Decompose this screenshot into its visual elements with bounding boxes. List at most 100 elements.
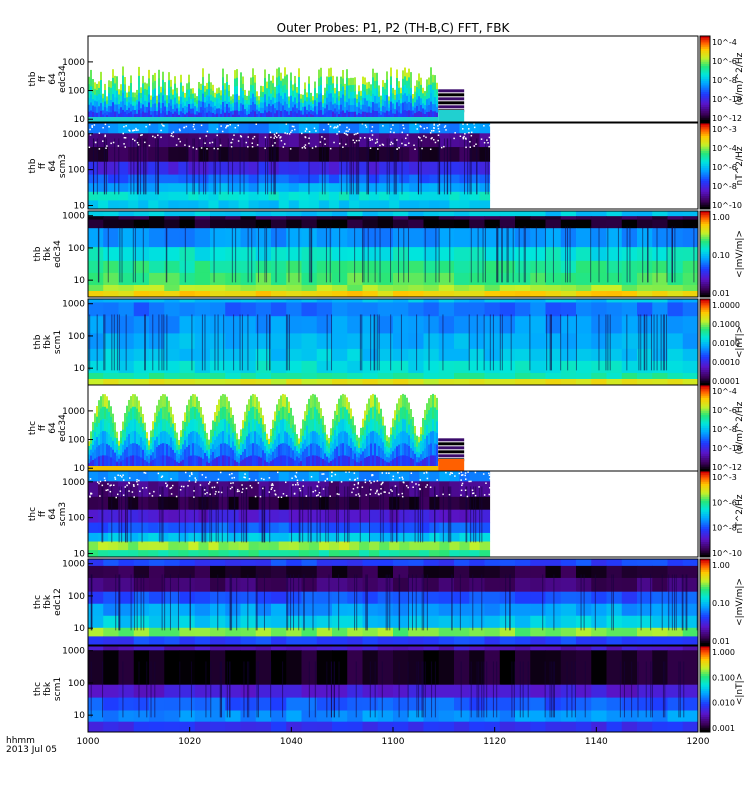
spectrum-cell	[179, 603, 196, 617]
spectrum-cell	[138, 509, 149, 524]
striation	[510, 314, 512, 371]
spectrum-cell	[176, 97, 178, 104]
spectrum-cell	[404, 109, 406, 119]
noise-dot	[348, 128, 351, 131]
spectrum-cell	[284, 75, 286, 85]
spectrum-cell	[248, 421, 250, 434]
noise-dot	[376, 141, 378, 143]
spectrum-cell	[98, 174, 109, 184]
noise-dot	[377, 148, 379, 150]
spectrum-cell	[234, 94, 236, 103]
spectrum-cell	[286, 216, 302, 221]
spectrum-cell	[218, 532, 230, 543]
spectrum-cell	[156, 114, 158, 119]
spectrum-cell	[228, 112, 230, 119]
spectrum-cell	[298, 109, 300, 119]
spectrum-cell	[180, 454, 182, 462]
spectrum-cell	[418, 451, 420, 458]
spectrum-cell	[142, 110, 144, 119]
spectrum-cell	[98, 532, 109, 543]
spectrum-cell	[154, 87, 156, 96]
noise-dot	[317, 481, 320, 483]
noise-dot	[289, 148, 292, 150]
spectrum-cell	[280, 395, 282, 408]
spectrum-cell	[92, 459, 94, 468]
colorbar-label: (V/m)^2/Hz	[735, 52, 745, 105]
colorbar-tick-label: 0.1000	[712, 320, 740, 329]
spectrum-cell	[268, 88, 270, 97]
spectrum-cell	[136, 103, 138, 110]
spectrum-cell	[358, 462, 360, 468]
noise-dot	[204, 493, 206, 495]
spectrum-cell	[499, 559, 516, 567]
spectrum-cell	[256, 100, 258, 106]
spectrum-cell	[286, 397, 288, 410]
noise-dot	[401, 476, 404, 479]
spectrum-cell	[142, 431, 144, 441]
spectrum-cell	[142, 449, 144, 459]
base-band	[88, 466, 439, 471]
striation	[501, 226, 503, 283]
spectrum-cell	[298, 123, 310, 134]
striation	[201, 314, 203, 371]
spectrum-cell	[278, 84, 280, 94]
spectrum-cell	[286, 247, 302, 262]
spectrum-cell	[316, 577, 333, 593]
noise-dot	[388, 492, 390, 494]
striation	[134, 226, 136, 283]
spectrum-cell	[300, 435, 302, 442]
spectrum-cell	[362, 104, 364, 112]
spectrum-cell	[170, 446, 172, 458]
spectrum-cell	[484, 299, 501, 303]
striation	[407, 226, 409, 283]
spectrum-cell	[296, 439, 298, 446]
spectrum-cell	[420, 427, 422, 435]
spectrum-cell	[434, 454, 436, 468]
striation	[241, 486, 243, 543]
spectrum-cell	[238, 462, 240, 468]
striation	[475, 486, 477, 543]
tail-cell	[438, 446, 465, 450]
spectrum-cell	[158, 422, 160, 434]
spectrum-cell	[206, 449, 208, 457]
spectrum-cell	[244, 448, 246, 459]
spectrum-cell	[389, 496, 400, 511]
noise-dot	[145, 125, 147, 128]
spectrum-cell	[225, 378, 241, 386]
spectrum-cell	[606, 216, 623, 221]
spectrum-cell	[192, 430, 194, 444]
spectrum-cell	[256, 91, 258, 97]
colorbar-cell	[700, 316, 710, 319]
spectrum-cell	[242, 104, 244, 112]
noise-dot	[199, 137, 201, 140]
spectrum-cell	[225, 211, 241, 217]
spectrum-cell	[380, 95, 382, 100]
spectrum-cell	[386, 102, 388, 111]
colorbar: 1.000.100.01<|mV/m|>	[699, 210, 745, 298]
spectrum-cell	[354, 104, 356, 112]
spectrum-cell	[342, 109, 344, 119]
spectrum-cell	[184, 439, 186, 450]
noise-dot	[370, 482, 372, 484]
spectrum-cell	[238, 99, 240, 104]
noise-dot	[474, 494, 477, 497]
spectrum-cell	[336, 435, 338, 447]
spectrum-cell	[158, 550, 169, 558]
spectrum-cell	[258, 161, 270, 176]
spectrum-cell	[108, 133, 119, 148]
spectrum-cell	[386, 461, 388, 468]
spectrum-cell	[130, 75, 132, 84]
spectrum-cell	[103, 272, 119, 286]
spectrum-cell	[194, 272, 211, 286]
spectrum-cell	[138, 541, 149, 551]
spectrum-cell	[92, 436, 94, 445]
spectrum-cell	[134, 430, 136, 444]
spectrum-cell	[186, 425, 188, 437]
spectrum-cell	[210, 442, 212, 449]
spectrum-cell	[621, 360, 638, 374]
noise-dot	[272, 484, 274, 486]
spectrum-cell	[220, 443, 222, 456]
spectrum-cell	[152, 436, 154, 445]
spectrum-cell	[296, 102, 298, 109]
spectrum-cell	[374, 102, 376, 111]
